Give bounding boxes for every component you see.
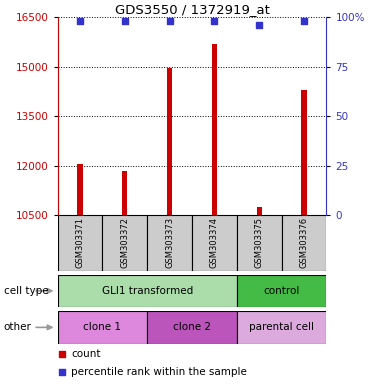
- Bar: [58, 215, 102, 271]
- Text: control: control: [263, 286, 300, 296]
- Point: [211, 18, 217, 24]
- Point: [77, 18, 83, 24]
- Text: percentile rank within the sample: percentile rank within the sample: [71, 366, 247, 377]
- Text: cell type: cell type: [4, 286, 48, 296]
- Text: GSM303373: GSM303373: [165, 217, 174, 268]
- Text: GSM303371: GSM303371: [75, 217, 85, 268]
- Bar: [257, 207, 262, 215]
- Bar: [167, 68, 172, 215]
- Bar: [147, 215, 192, 271]
- Bar: [122, 170, 128, 215]
- Point: [167, 18, 173, 24]
- Text: GSM303376: GSM303376: [299, 217, 309, 268]
- Text: clone 1: clone 1: [83, 322, 121, 333]
- Bar: [192, 215, 237, 271]
- Bar: [237, 215, 282, 271]
- Bar: [58, 311, 147, 344]
- Bar: [212, 44, 217, 215]
- Point: [301, 18, 307, 24]
- Bar: [102, 215, 147, 271]
- Text: GSM303374: GSM303374: [210, 217, 219, 268]
- Bar: [77, 164, 83, 215]
- Bar: [282, 215, 326, 271]
- Text: count: count: [71, 349, 101, 359]
- Text: GLI1 transformed: GLI1 transformed: [102, 286, 193, 296]
- Bar: [237, 311, 326, 344]
- Bar: [301, 90, 307, 215]
- Bar: [58, 275, 237, 307]
- Point: [59, 351, 65, 357]
- Text: GSM303372: GSM303372: [120, 217, 129, 268]
- Point: [122, 18, 128, 24]
- Text: GSM303375: GSM303375: [255, 217, 264, 268]
- Text: other: other: [4, 322, 32, 333]
- Text: parental cell: parental cell: [249, 322, 314, 333]
- Text: clone 2: clone 2: [173, 322, 211, 333]
- Title: GDS3550 / 1372919_at: GDS3550 / 1372919_at: [115, 3, 269, 16]
- Bar: [147, 311, 237, 344]
- Point: [59, 369, 65, 375]
- Point: [256, 22, 262, 28]
- Bar: [237, 275, 326, 307]
